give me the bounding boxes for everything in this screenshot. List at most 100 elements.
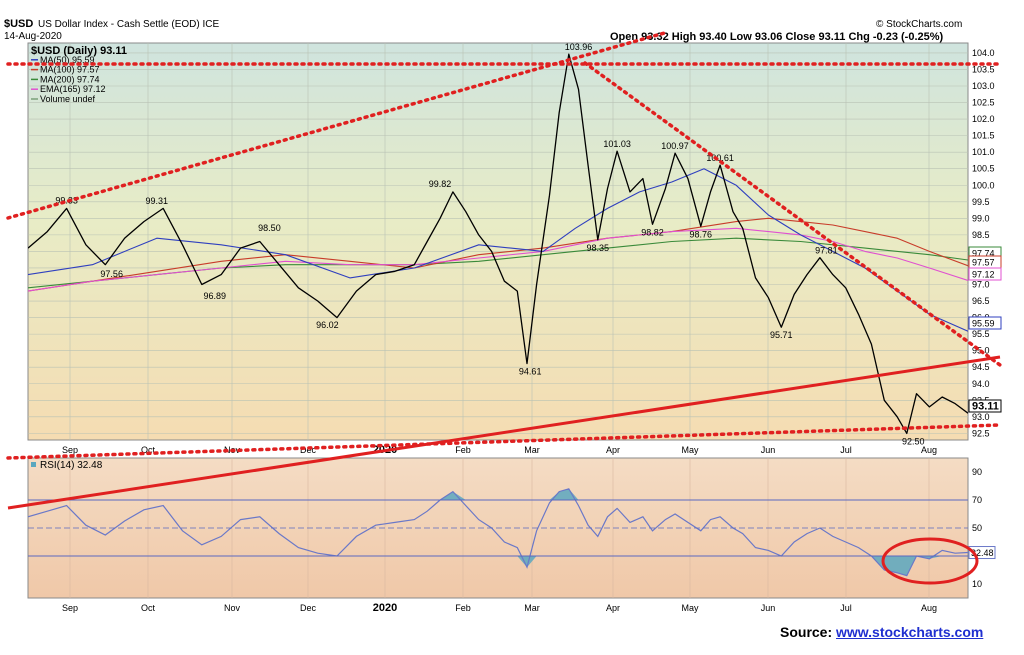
rsi-x-tick-label: Aug xyxy=(921,603,937,613)
price-x-tick-label: Oct xyxy=(141,445,156,455)
price-y-tick-label: 94.0 xyxy=(972,379,990,389)
last-value-marker-label: 93.11 xyxy=(972,401,999,413)
price-x-tick-label: Sep xyxy=(62,445,78,455)
price-x-tick-label: Aug xyxy=(921,445,937,455)
last-value-marker-box xyxy=(968,399,1002,413)
price-x-tick-label: Jul xyxy=(840,445,852,455)
upper-channel-dotted-line xyxy=(6,30,670,220)
rsi-legend: RSI(14) 32.48 xyxy=(31,460,103,471)
price-annotation-label: 98.50 xyxy=(258,223,281,233)
price-annotations: 99.33 97.56 99.31 96.89 98.50 96.02 99.82 94.61… xyxy=(55,42,924,446)
rsi-x-tick-label: Apr xyxy=(606,603,620,613)
price-y-tick-label: 102.0 xyxy=(972,114,995,124)
price-gridlines xyxy=(28,52,968,434)
source-label: Source: xyxy=(780,624,833,640)
price-x-tick-label: Feb xyxy=(455,445,471,455)
last-value-marker-label: 95.59 xyxy=(972,319,995,329)
legend-entry: MA(200) 97.74 xyxy=(40,74,100,84)
price-y-tick-label: 94.5 xyxy=(972,362,990,372)
price-annotation-label: 97.56 xyxy=(100,269,123,279)
price-y-tick-label: 99.0 xyxy=(972,213,990,223)
series-line-ema165 xyxy=(28,227,968,292)
price-annotation-label: 97.81 xyxy=(815,246,838,256)
rsi-series-group xyxy=(28,488,968,577)
price-y-axis: 92.593.093.594.094.595.095.596.096.597.0… xyxy=(972,48,995,438)
price-x-tick-label: Dec xyxy=(300,445,317,455)
price-y-tick-label: 104.0 xyxy=(972,48,995,58)
legend-entry: MA(100) 97.57 xyxy=(40,65,100,75)
price-annotation-label: 99.33 xyxy=(55,195,78,205)
rsi-x-tick-label: Mar xyxy=(524,603,540,613)
price-y-tick-label: 95.5 xyxy=(972,329,990,339)
source-credit: Source: www.stockcharts.com xyxy=(780,624,983,640)
legend-entry-price: $USD (Daily) 93.11 xyxy=(31,45,127,57)
price-annotation-label: 100.61 xyxy=(706,153,734,163)
downtrend-dotted-line xyxy=(583,61,1002,367)
price-month-gridlines xyxy=(69,43,930,440)
price-y-tick-label: 103.5 xyxy=(972,64,995,74)
brand-label: © StockCharts.com xyxy=(876,19,962,30)
rsi-legend-swatch xyxy=(31,462,36,467)
price-annotation-label: 96.89 xyxy=(203,291,226,301)
price-y-tick-label: 96.5 xyxy=(972,296,990,306)
rsi-y-tick-label: 10 xyxy=(972,579,982,589)
price-annotation-label: 94.61 xyxy=(519,367,542,377)
price-annotation-label: 96.02 xyxy=(316,320,339,330)
last-value-marker-box xyxy=(968,267,1002,281)
rsi-x-tick-label: Feb xyxy=(455,603,471,613)
rsi-oversold-circle xyxy=(881,537,979,585)
price-annotation-label: 103.96 xyxy=(565,42,593,52)
rsi-title: RSI(14) 32.48 xyxy=(40,460,103,471)
price-annotation-label: 100.97 xyxy=(661,141,689,151)
legend-entry: Volume undef xyxy=(40,94,96,104)
series-line-rsi xyxy=(28,488,968,577)
broken-support-solid-line xyxy=(7,355,1001,510)
trendline-overlays xyxy=(6,30,1002,585)
series-line-ma50 xyxy=(28,168,968,332)
price-y-tick-label: 102.5 xyxy=(972,98,995,108)
last-value-marker-box xyxy=(968,316,1002,330)
rsi-x-tick-label: 2020 xyxy=(373,602,397,614)
ohlc-readout: Open 93.32 High 93.40 Low 93.06 Close 93… xyxy=(610,31,944,43)
chart-header: $USD US Dollar Index - Cash Settle (EOD)… xyxy=(4,18,962,43)
price-annotation-label: 98.76 xyxy=(690,229,713,239)
rsi-y-tick-label: 70 xyxy=(972,495,982,505)
price-annotation-label: 99.82 xyxy=(429,179,452,189)
rsi-x-tick-label: Nov xyxy=(224,603,241,613)
rsi-x-axis: Sep Oct Nov Dec 2020 Feb Mar Apr May Jun Jul Aug xyxy=(62,602,937,614)
last-value-marker-label: 97.57 xyxy=(972,258,995,268)
price-panel: 99.33 97.56 99.31 96.89 98.50 96.02 99.82 94.61… xyxy=(27,42,1002,456)
price-y-tick-label: 100.5 xyxy=(972,164,995,174)
price-y-tick-label: 101.5 xyxy=(972,131,995,141)
last-value-marker-label: 97.12 xyxy=(972,270,995,280)
price-y-tick-label: 92.5 xyxy=(972,428,990,438)
price-x-tick-label: May xyxy=(681,445,699,455)
price-y-tick-label: 97.0 xyxy=(972,280,990,290)
rsi-x-tick-label: Jul xyxy=(840,603,852,613)
rsi-y-tick-label: 90 xyxy=(972,467,982,477)
price-annotation-label: 101.03 xyxy=(603,139,631,149)
series-line-price xyxy=(28,53,968,435)
lower-support-dotted-line xyxy=(6,423,1002,460)
rsi-x-tick-label: May xyxy=(681,603,699,613)
rsi-reference-lines xyxy=(28,499,968,557)
source-link[interactable]: www.stockcharts.com xyxy=(836,624,984,640)
date-label: 14-Aug-2020 xyxy=(4,31,62,42)
rsi-x-tick-label: Dec xyxy=(300,603,317,613)
price-y-tick-label: 98.5 xyxy=(972,230,990,240)
legend-entry: MA(50) 95.59 xyxy=(40,55,95,65)
price-y-tick-label: 100.0 xyxy=(972,180,995,190)
rsi-last-value-label: 32.48 xyxy=(971,548,994,558)
price-x-tick-label: Jun xyxy=(761,445,776,455)
price-annotation-label: 95.71 xyxy=(770,330,793,340)
rsi-x-tick-label: Jun xyxy=(761,603,776,613)
symbol-label: $USD xyxy=(4,18,33,30)
price-y-tick-label: 93.0 xyxy=(972,412,990,422)
price-y-tick-label: 99.5 xyxy=(972,197,990,207)
price-x-tick-label: Apr xyxy=(606,445,620,455)
rsi-y-tick-label: 50 xyxy=(972,523,982,533)
